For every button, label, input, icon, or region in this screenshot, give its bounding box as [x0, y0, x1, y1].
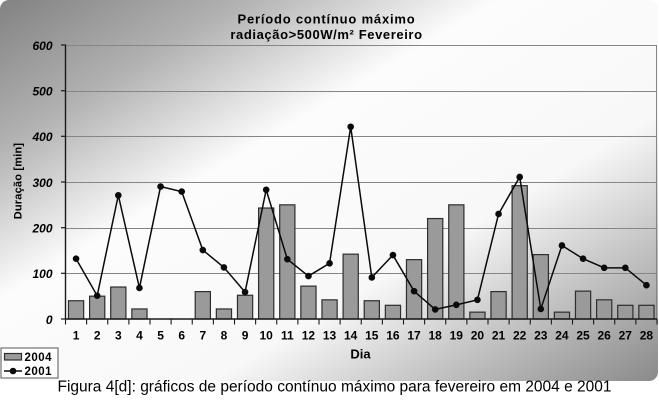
- svg-text:Período contínuo máximo: Período contínuo máximo: [237, 12, 415, 27]
- svg-text:21: 21: [492, 329, 506, 343]
- svg-text:4: 4: [136, 329, 143, 343]
- svg-text:500: 500: [32, 85, 52, 99]
- svg-text:Figura 4[d]: gráficos de perío: Figura 4[d]: gráficos de período contínu…: [57, 379, 611, 396]
- svg-text:8: 8: [221, 329, 228, 343]
- svg-text:9: 9: [242, 329, 249, 343]
- svg-text:5: 5: [157, 329, 164, 343]
- svg-text:17: 17: [407, 329, 421, 343]
- svg-text:0: 0: [46, 313, 53, 327]
- svg-text:19: 19: [450, 329, 464, 343]
- svg-text:12: 12: [302, 329, 316, 343]
- svg-text:22: 22: [513, 329, 527, 343]
- svg-text:14: 14: [344, 329, 358, 343]
- svg-text:400: 400: [31, 130, 52, 144]
- svg-text:300: 300: [32, 176, 52, 190]
- svg-text:2: 2: [94, 329, 101, 343]
- svg-text:27: 27: [619, 329, 633, 343]
- svg-text:18: 18: [429, 329, 443, 343]
- svg-text:3: 3: [115, 329, 122, 343]
- svg-text:100: 100: [32, 267, 52, 281]
- svg-text:radiação>500W/m² Fevereiro: radiação>500W/m² Fevereiro: [230, 27, 422, 42]
- svg-text:26: 26: [598, 329, 612, 343]
- svg-text:2001: 2001: [25, 366, 53, 378]
- svg-text:25: 25: [576, 329, 590, 343]
- svg-text:13: 13: [323, 329, 337, 343]
- svg-text:28: 28: [640, 329, 654, 343]
- svg-text:200: 200: [31, 222, 52, 236]
- svg-text:20: 20: [471, 329, 485, 343]
- svg-text:6: 6: [178, 329, 185, 343]
- svg-text:10: 10: [260, 329, 274, 343]
- svg-text:Duração [min]: Duração [min]: [13, 143, 25, 220]
- svg-text:15: 15: [365, 329, 379, 343]
- svg-text:600: 600: [32, 39, 52, 53]
- svg-text:11: 11: [281, 329, 294, 343]
- svg-text:16: 16: [386, 329, 400, 343]
- svg-text:2004: 2004: [25, 352, 53, 364]
- svg-text:24: 24: [555, 329, 569, 343]
- svg-text:1: 1: [73, 329, 80, 343]
- svg-text:Dia: Dia: [350, 347, 371, 362]
- svg-text:7: 7: [199, 329, 206, 343]
- svg-text:23: 23: [534, 329, 548, 343]
